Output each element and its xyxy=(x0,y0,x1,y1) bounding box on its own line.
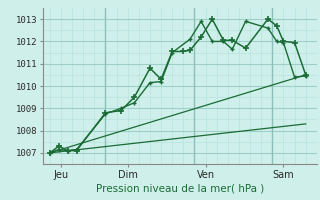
X-axis label: Pression niveau de la mer( hPa ): Pression niveau de la mer( hPa ) xyxy=(96,184,264,194)
